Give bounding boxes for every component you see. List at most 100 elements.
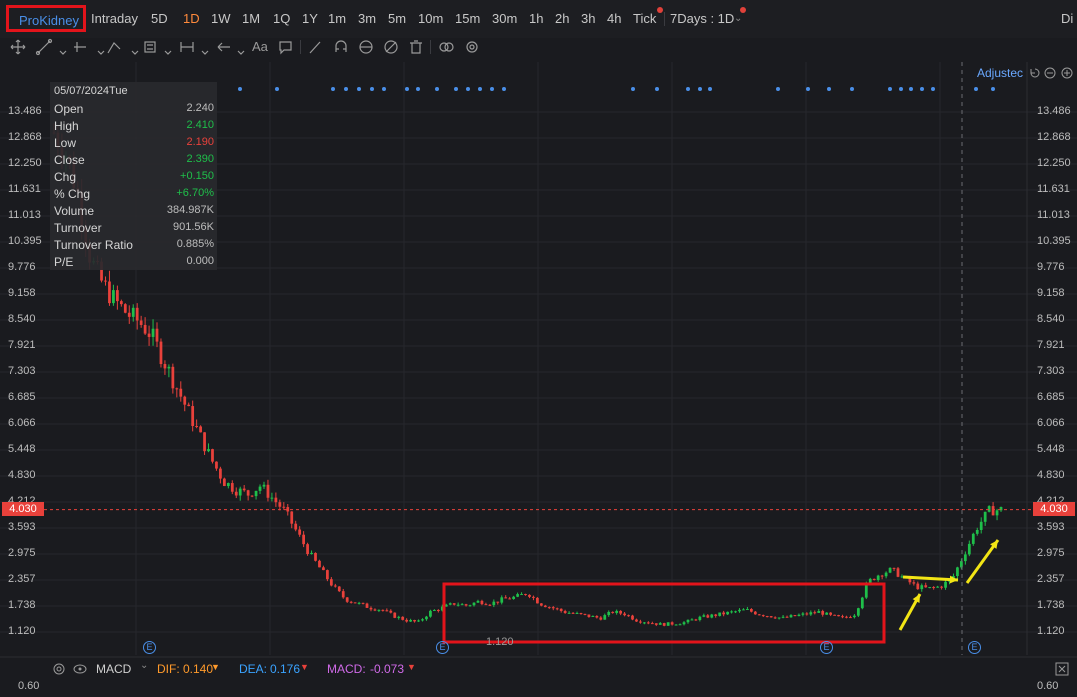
- tab-tick[interactable]: Tick: [633, 11, 657, 26]
- line-tool-icon[interactable]: [35, 38, 53, 56]
- range-selector[interactable]: 7Days : 1D: [670, 11, 735, 26]
- tab-1d[interactable]: 1D: [183, 11, 200, 26]
- chevron-down-icon[interactable]: ⌄: [734, 13, 743, 24]
- event-badge[interactable]: E: [143, 641, 156, 654]
- range-tool-icon[interactable]: [180, 42, 194, 52]
- event-dot: [357, 87, 361, 91]
- candle-body: [551, 607, 555, 609]
- reset-icon[interactable]: [1030, 68, 1040, 78]
- close-panel-icon[interactable]: [1055, 662, 1069, 676]
- settings-gear-icon[interactable]: [466, 41, 478, 53]
- candle-body: [508, 598, 512, 600]
- candle-body: [908, 577, 912, 583]
- event-dot: [806, 87, 810, 91]
- tab-10min[interactable]: 10m: [418, 11, 444, 26]
- dropdown-arrow-icon[interactable]: ▼: [211, 662, 220, 672]
- candle-body: [920, 585, 924, 590]
- candle-body: [571, 612, 575, 614]
- candle-body: [539, 603, 543, 606]
- event-badge[interactable]: E: [820, 641, 833, 654]
- candle-body: [595, 615, 599, 618]
- tab-4h[interactable]: 4h: [607, 11, 622, 26]
- tab-1min[interactable]: 1m: [328, 11, 347, 26]
- event-badge[interactable]: E: [436, 641, 449, 654]
- tab-5min[interactable]: 5m: [388, 11, 407, 26]
- candle-body: [694, 619, 698, 621]
- gear-icon[interactable]: [51, 661, 67, 677]
- candle-body: [234, 491, 238, 496]
- tab-5d[interactable]: 5D: [151, 11, 168, 26]
- event-badge[interactable]: E: [968, 641, 981, 654]
- y-tick-label-left: 12.250: [8, 156, 42, 169]
- divider: [664, 12, 665, 26]
- text-tool-icon[interactable]: Aa: [252, 39, 268, 54]
- magnet-icon[interactable]: [335, 40, 347, 52]
- tab-1w[interactable]: 1W: [211, 11, 231, 26]
- candle-body: [294, 523, 298, 530]
- candle-body: [433, 609, 436, 611]
- candle-body: [789, 615, 793, 618]
- candle-body: [322, 567, 325, 571]
- candle-body: [286, 507, 290, 512]
- tab-2h[interactable]: 2h: [555, 11, 570, 26]
- tab-15min[interactable]: 15m: [455, 11, 481, 26]
- y-tick-label-left: 3.593: [8, 521, 36, 533]
- candle-body: [219, 468, 222, 479]
- candle-body: [853, 615, 856, 618]
- tab-3h[interactable]: 3h: [581, 11, 596, 26]
- candle-body: [575, 612, 579, 614]
- candle-body: [492, 601, 496, 606]
- candle-body: [710, 614, 714, 618]
- y-tick-label-right: 13.486: [1037, 105, 1071, 117]
- measure-tool-icon[interactable]: [144, 41, 156, 53]
- ticker-selector[interactable]: ProKidney: [6, 5, 86, 32]
- candle-body: [809, 612, 813, 615]
- comment-icon[interactable]: [279, 41, 292, 55]
- y-tick-label-left: 10.395: [8, 234, 42, 247]
- tab-1h[interactable]: 1h: [529, 11, 544, 26]
- visibility-eye-icon[interactable]: [72, 661, 88, 677]
- zoom-in-icon[interactable]: [1061, 67, 1073, 79]
- move-cursor-icon[interactable]: [10, 39, 26, 55]
- candle-body: [880, 575, 884, 577]
- dropdown-arrow-icon[interactable]: ▼: [407, 662, 416, 672]
- tab-1m-month[interactable]: 1M: [242, 11, 261, 26]
- event-dot: [631, 87, 635, 91]
- candle-body: [793, 615, 797, 617]
- link-icon[interactable]: [439, 42, 454, 52]
- y-tick-label-left: 9.776: [8, 261, 36, 273]
- adjusted-toggle[interactable]: Adjustec: [977, 66, 1024, 80]
- tab-intraday[interactable]: Intraday: [91, 11, 138, 26]
- dropdown-arrow-icon[interactable]: ▼: [300, 662, 309, 672]
- tab-1y[interactable]: 1Y: [302, 11, 318, 26]
- candle-body: [104, 280, 107, 282]
- tab-3min[interactable]: 3m: [358, 11, 377, 26]
- event-dot: [502, 87, 506, 91]
- candle-body: [924, 585, 928, 588]
- tab-30min[interactable]: 30m: [492, 11, 518, 26]
- chevron-down-icon[interactable]: ⌄: [140, 660, 149, 671]
- y-tick-label-left: 6.685: [8, 390, 36, 403]
- pen-tool-icon[interactable]: [107, 42, 121, 54]
- candle-body: [405, 619, 409, 622]
- trash-icon[interactable]: [410, 40, 422, 54]
- candle-body: [381, 609, 385, 611]
- tab-1q[interactable]: 1Q: [273, 11, 291, 26]
- candle-body: [999, 507, 1003, 511]
- macd-selector[interactable]: MACD: [96, 662, 132, 676]
- macd-label: MACD:: [327, 662, 366, 676]
- hline-tool-icon[interactable]: [74, 42, 86, 52]
- candle-body: [476, 600, 480, 603]
- ruler-icon[interactable]: [309, 41, 321, 54]
- zoom-out-icon[interactable]: [1044, 67, 1056, 79]
- candle-body: [282, 506, 286, 508]
- display-menu-cut[interactable]: Di: [1061, 11, 1074, 26]
- hide-drawing-icon[interactable]: [384, 40, 398, 54]
- candle-body: [932, 587, 936, 589]
- y-tick-label-left: 6.066: [8, 417, 36, 430]
- arrow-left-icon[interactable]: [217, 42, 230, 52]
- candle-body: [797, 614, 801, 617]
- lock-drawing-icon[interactable]: [359, 40, 373, 54]
